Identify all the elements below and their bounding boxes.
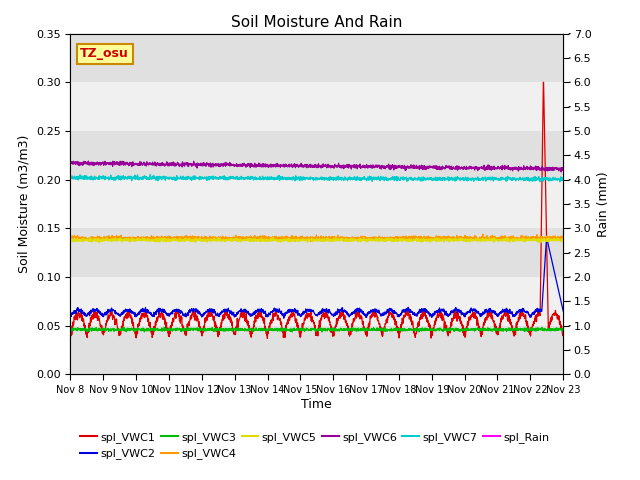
- Bar: [70, 82, 563, 131]
- Legend: spl_VWC1, spl_VWC2, spl_VWC3, spl_VWC4, spl_VWC5, spl_VWC6, spl_VWC7, spl_Rain: spl_VWC1, spl_VWC2, spl_VWC3, spl_VWC4, …: [76, 428, 554, 464]
- Title: Soil Moisture And Rain: Soil Moisture And Rain: [231, 15, 403, 30]
- Bar: [70, 180, 563, 228]
- Bar: [70, 277, 563, 326]
- Y-axis label: Rain (mm): Rain (mm): [597, 171, 610, 237]
- Bar: [70, 131, 563, 180]
- Text: TZ_osu: TZ_osu: [80, 48, 129, 60]
- X-axis label: Time: Time: [301, 397, 332, 410]
- Bar: [70, 228, 563, 277]
- Y-axis label: Soil Moisture (m3/m3): Soil Moisture (m3/m3): [17, 135, 30, 273]
- Bar: [70, 34, 563, 82]
- Bar: [70, 326, 563, 374]
